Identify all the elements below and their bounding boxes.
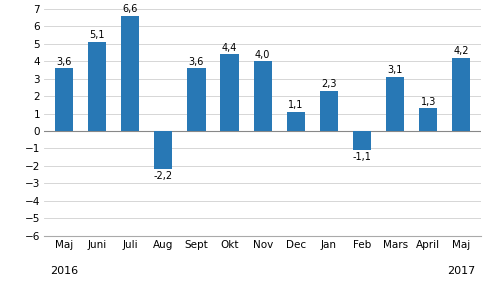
Text: 3,6: 3,6 (189, 56, 204, 66)
Text: 6,6: 6,6 (123, 4, 138, 14)
Text: 4,0: 4,0 (255, 50, 271, 59)
Bar (88, 42, 106, 131)
Bar (452, 58, 470, 131)
Bar (220, 54, 239, 131)
Text: 3,6: 3,6 (56, 56, 72, 66)
Text: 4,4: 4,4 (222, 43, 237, 53)
Bar (386, 77, 404, 131)
Text: 1,3: 1,3 (420, 97, 436, 107)
Text: 3,1: 3,1 (387, 65, 403, 75)
Text: 2,3: 2,3 (321, 79, 337, 89)
Bar (55, 68, 73, 131)
Bar (287, 112, 305, 131)
Text: 2017: 2017 (447, 266, 475, 276)
Text: -2,2: -2,2 (154, 171, 173, 181)
Bar (121, 16, 139, 131)
Bar (253, 61, 272, 131)
Bar (353, 131, 371, 150)
Bar (188, 68, 206, 131)
Text: 4,2: 4,2 (454, 46, 469, 56)
Bar (320, 91, 338, 131)
Text: 5,1: 5,1 (89, 31, 105, 40)
Bar (419, 108, 437, 131)
Text: -1,1: -1,1 (353, 152, 371, 162)
Text: 2016: 2016 (50, 266, 78, 276)
Bar (154, 131, 172, 169)
Text: 1,1: 1,1 (288, 100, 303, 110)
